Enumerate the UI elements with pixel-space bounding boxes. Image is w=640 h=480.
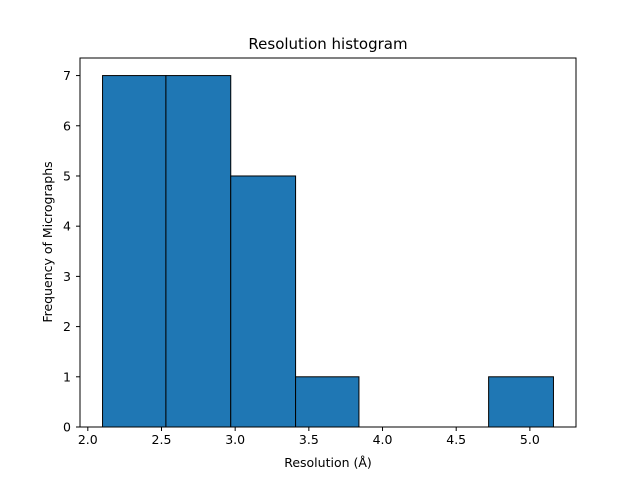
histogram-bar-3 xyxy=(295,376,360,428)
x-tick-label: 3.5 xyxy=(299,432,319,447)
histogram-bar-1 xyxy=(165,75,232,428)
y-axis-ticks: 0 1 2 3 4 5 6 7 xyxy=(63,68,80,435)
y-tick-label: 3 xyxy=(63,269,71,284)
y-tick-label: 6 xyxy=(63,118,71,133)
x-axis-ticks: 2.0 2.5 3.0 3.5 4.0 4.5 5.0 xyxy=(78,427,540,447)
y-tick-label: 0 xyxy=(63,420,71,435)
bars-group xyxy=(102,75,554,428)
y-tick-label: 1 xyxy=(63,369,71,384)
histogram-bar-6 xyxy=(488,376,554,428)
plot-frame xyxy=(79,57,577,428)
y-tick-label: 2 xyxy=(63,319,71,334)
x-tick-label: 4.5 xyxy=(446,432,466,447)
x-axis-label: Resolution (Å) xyxy=(284,455,372,470)
histogram-bar-0 xyxy=(102,75,167,428)
x-tick-label: 2.5 xyxy=(152,432,172,447)
y-tick-label: 4 xyxy=(63,219,71,234)
histogram-bar-2 xyxy=(230,175,297,428)
x-tick-label: 3.0 xyxy=(225,432,245,447)
y-tick-label: 7 xyxy=(63,68,71,83)
x-tick-label: 4.0 xyxy=(373,432,393,447)
y-axis-label: Frequency of Micrographs xyxy=(40,161,55,322)
x-tick-label: 5.0 xyxy=(520,432,540,447)
chart-title: Resolution histogram xyxy=(248,35,407,53)
x-tick-label: 2.0 xyxy=(78,432,98,447)
y-tick-label: 5 xyxy=(63,168,71,183)
